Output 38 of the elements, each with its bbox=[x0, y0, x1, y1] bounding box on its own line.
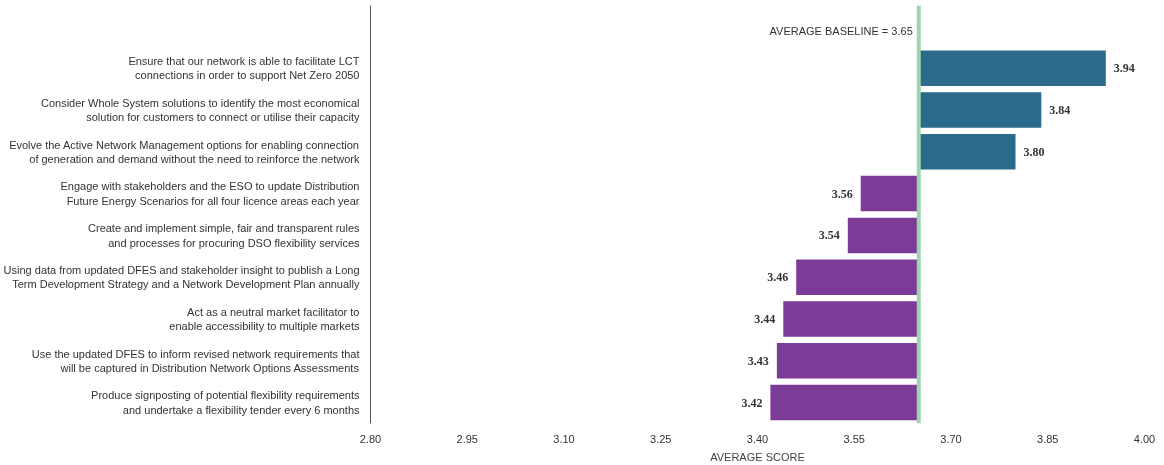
bar bbox=[783, 301, 919, 337]
x-tick-label: 3.55 bbox=[843, 432, 865, 445]
y-tick-label: Use the updated DFES to inform revised network requirements that will be captured in Distribution Network Options Assessments bbox=[31, 347, 360, 374]
bar bbox=[847, 217, 919, 254]
bar bbox=[796, 259, 919, 295]
bar bbox=[770, 384, 919, 421]
x-tick-label: 3.10 bbox=[553, 432, 575, 445]
bar bbox=[776, 343, 919, 379]
x-tick-label: 4.00 bbox=[1133, 432, 1156, 445]
y-tick-label: Engage with stakeholders and the ESO to update Distribution Future Energy Scenarios for all four licence areas each year bbox=[60, 180, 360, 207]
x-tick-label: 3.25 bbox=[650, 432, 672, 445]
data-label: 3.44 bbox=[754, 312, 776, 326]
y-tick-label: Produce signposting of potential flexibility requirements and undertake a flexibility tender every 6 months bbox=[91, 389, 360, 416]
x-tick-label: 3.40 bbox=[746, 432, 769, 445]
data-label: 3.43 bbox=[747, 353, 769, 368]
data-label: 3.94 bbox=[1113, 61, 1135, 76]
data-label: 3.54 bbox=[818, 228, 840, 243]
bar bbox=[918, 92, 1042, 128]
data-label: 3.56 bbox=[831, 186, 853, 201]
y-tick-label: Ensure that our network is able to facilitate LCT connections in order to support Net Zero 2050 bbox=[128, 55, 360, 82]
x-tick-label: 2.95 bbox=[456, 432, 478, 445]
x-tick-label: 2.80 bbox=[359, 432, 382, 445]
y-tick-label: Using data from updated DFES and stakeholder insight to publish a Long Term Development Strategy and a Network Development Plan annually bbox=[3, 264, 360, 291]
bar bbox=[918, 134, 1016, 170]
ref-line-label: AVERAGE BASELINE = 3.65 bbox=[769, 24, 913, 37]
x-tick-label: 3.85 bbox=[1037, 432, 1059, 445]
y-tick-label: Create and implement simple, fair and transparent rules and processes for procuring DSO flexibility services bbox=[88, 222, 360, 249]
x-axis-title: AVERAGE SCORE bbox=[710, 450, 805, 463]
bar bbox=[860, 175, 919, 212]
data-label: 3.42 bbox=[741, 395, 763, 410]
x-tick-label: 3.70 bbox=[940, 432, 962, 445]
y-tick-label: Evolve the Active Network Management options for enabling connection of generation and demand without the need to reinforce the network bbox=[9, 138, 360, 165]
y-tick-label: Act as a neutral market facilitator to enable accessibility to multiple markets bbox=[169, 305, 360, 333]
data-label: 3.80 bbox=[1023, 144, 1045, 159]
y-tick-label: Consider Whole System solutions to identify the most economical solution for customers to connect or utilise their capacity bbox=[40, 96, 360, 124]
data-label: 3.84 bbox=[1049, 103, 1071, 117]
data-label: 3.46 bbox=[767, 270, 789, 285]
bar bbox=[918, 50, 1106, 86]
